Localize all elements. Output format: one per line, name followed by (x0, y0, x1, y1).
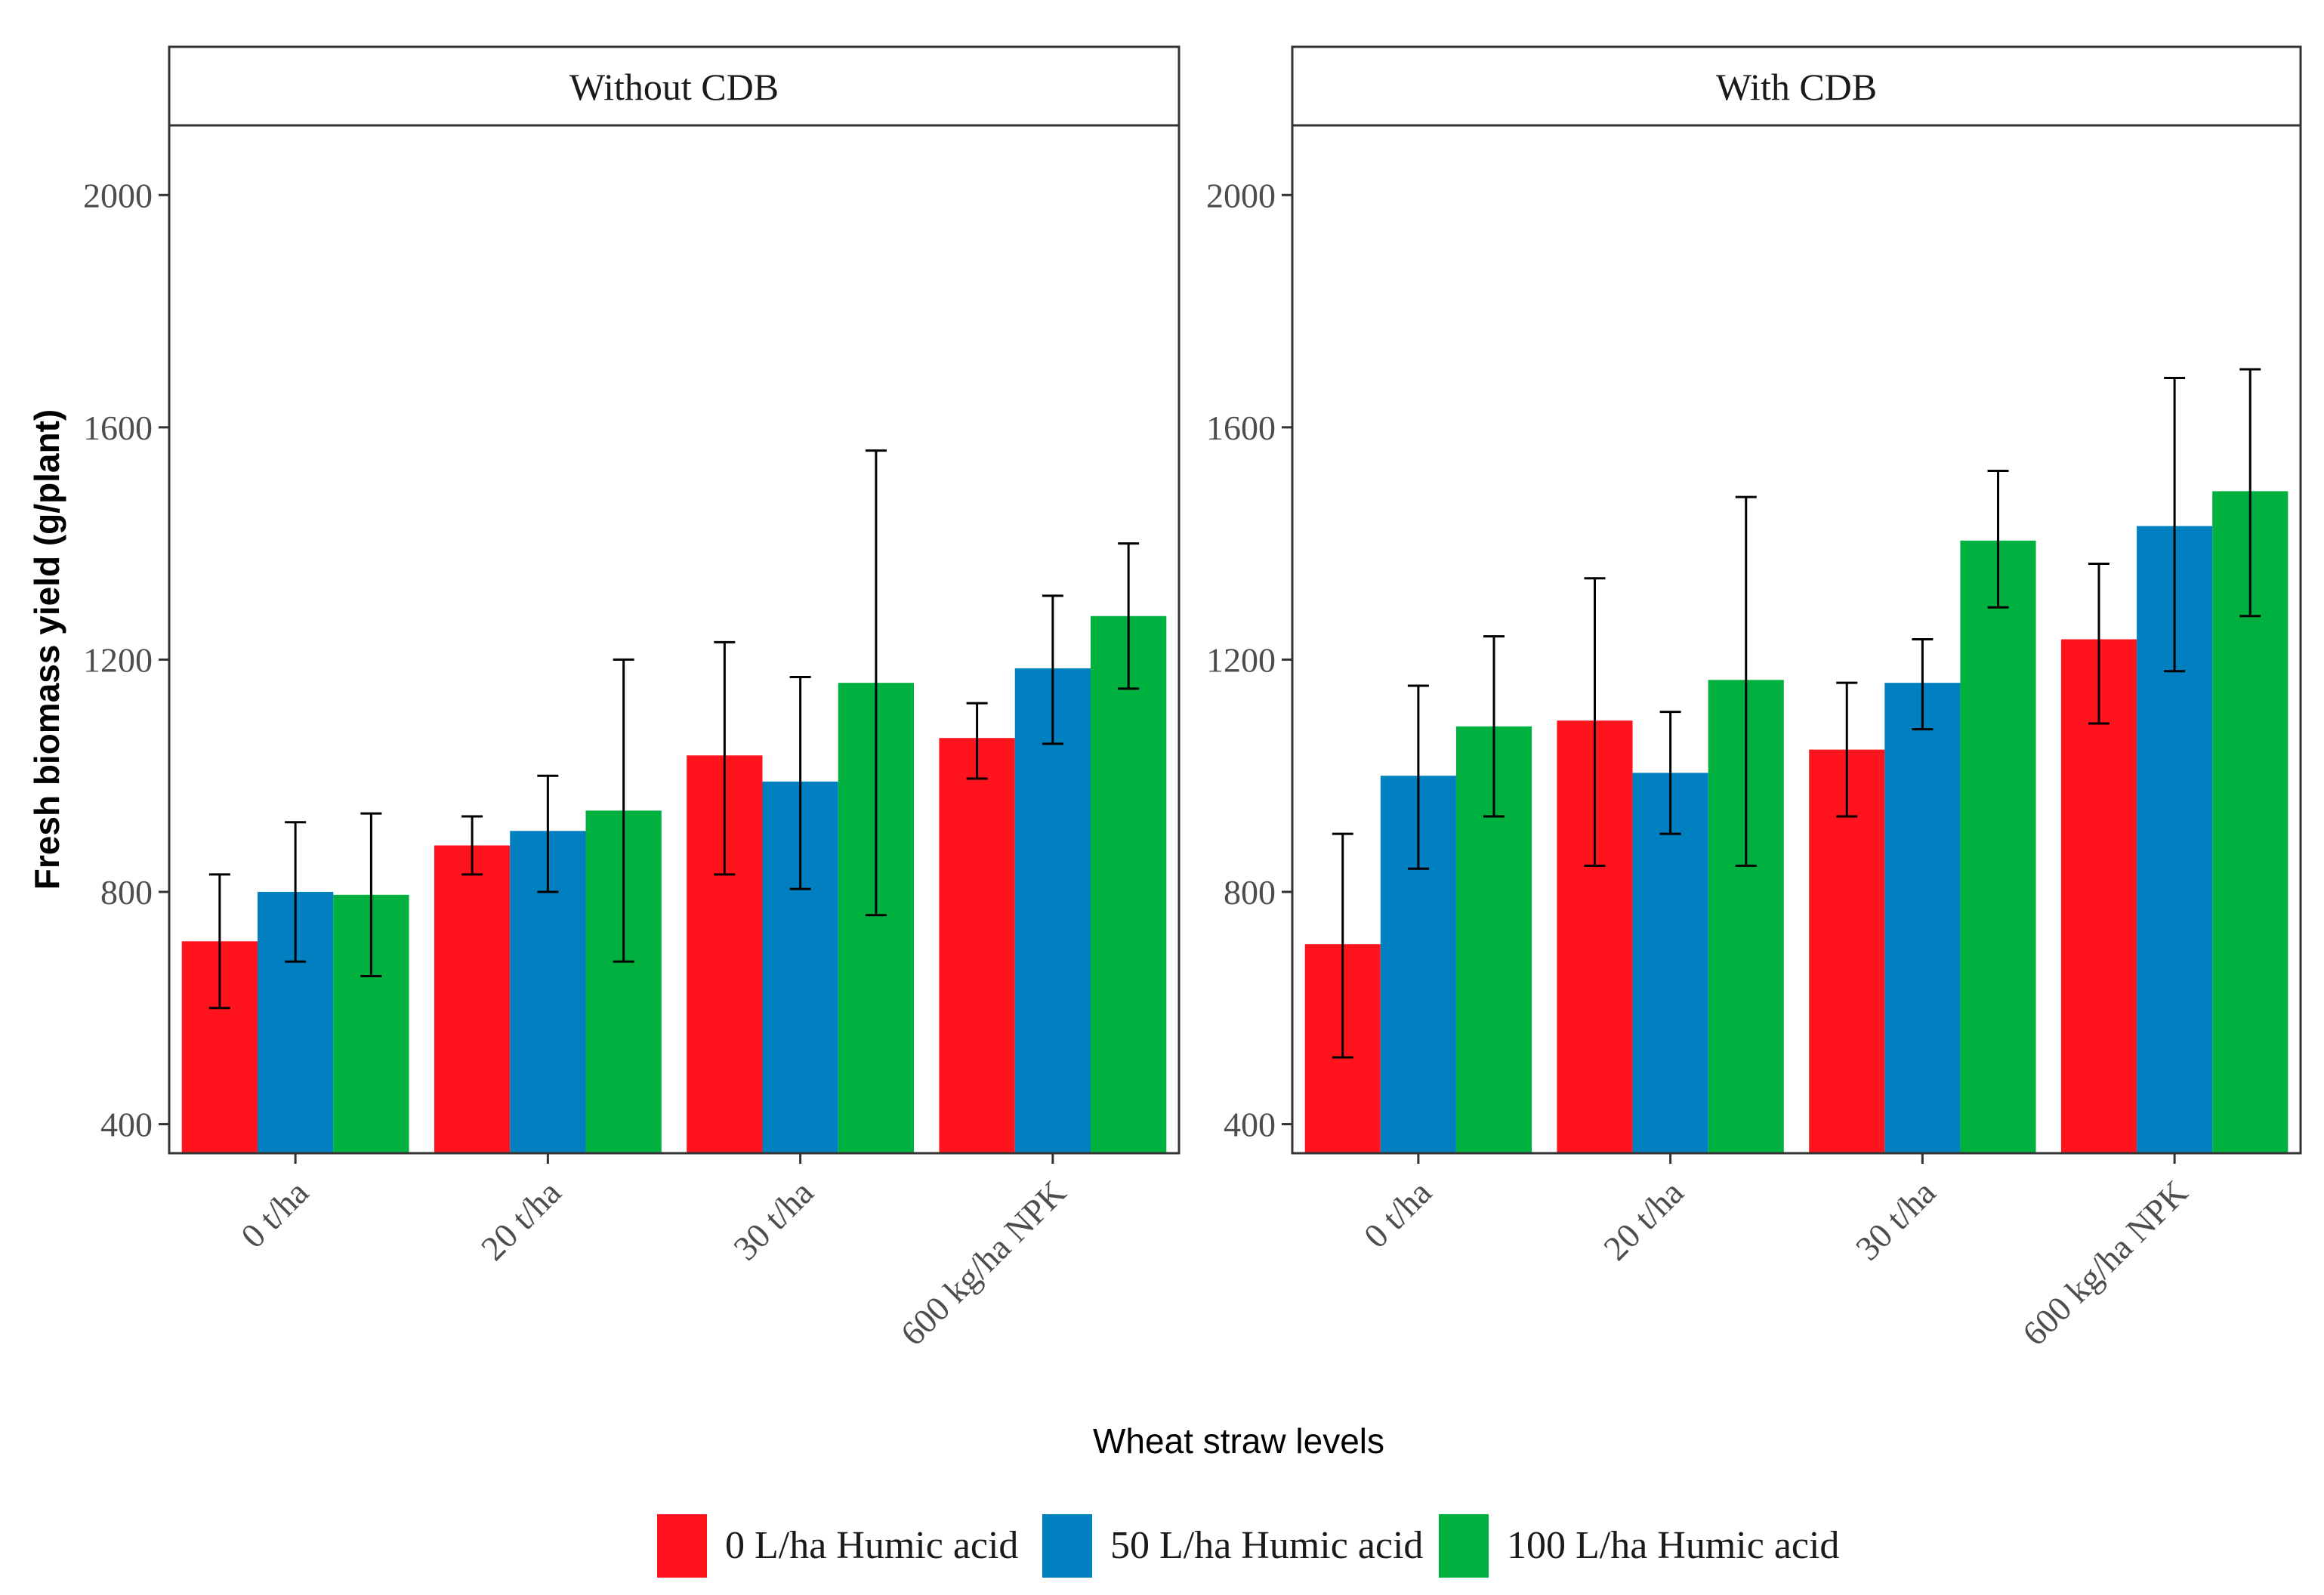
y-axis-title: Fresh biomass yield (g/plant) (27, 409, 66, 890)
bar (434, 845, 511, 1153)
bar (1884, 683, 1961, 1153)
bar (1960, 540, 2036, 1153)
y-tick-label: 1600 (1206, 409, 1276, 447)
legend-item: 0 L/ha Humic acid (657, 1514, 1018, 1578)
x-axis-title: Wheat straw levels (1093, 1421, 1384, 1461)
legend-item: 50 L/ha Humic acid (1042, 1514, 1423, 1578)
x-tick-label: 600 kg/ha NPK (893, 1173, 1072, 1353)
y-tick-label: 2000 (1206, 176, 1276, 214)
x-tick-label: 0 t/ha (1356, 1173, 1439, 1255)
x-tick-label: 20 t/ha (1596, 1173, 1691, 1268)
facet-panel-1: 0 t/ha 20 t/ha 30 t/ha 600 kg/ha NPK With CD… (1206, 45, 2302, 1353)
facet-strip-label: With CDB (1716, 66, 1877, 108)
x-tick-label: 20 t/ha (474, 1173, 569, 1268)
legend: 0 L/ha Humic acid 50 L/ha Humic acid 100 L… (657, 1514, 1839, 1578)
y-tick-label: 1600 (83, 409, 153, 447)
legend-label: 100 L/ha Humic acid (1507, 1524, 1839, 1567)
x-tick-label: 600 kg/ha NPK (2015, 1173, 2195, 1353)
legend-label: 50 L/ha Humic acid (1110, 1524, 1423, 1567)
y-tick-label: 2000 (83, 176, 153, 214)
bar (2060, 639, 2137, 1153)
legend-key (1042, 1514, 1092, 1578)
y-tick-label: 800 (1224, 873, 1276, 912)
facet-strip-label: Without CDB (569, 66, 779, 108)
x-tick-label: 30 t/ha (1848, 1173, 1943, 1268)
y-tick-label: 400 (100, 1106, 153, 1144)
legend-key (1439, 1514, 1489, 1578)
bar (1091, 615, 1167, 1153)
panel-border (168, 45, 1181, 1155)
legend-label: 0 L/ha Humic acid (725, 1524, 1018, 1567)
panel-border (1291, 45, 2302, 1155)
bar (1632, 773, 1708, 1153)
facet-panels: 0 t/ha 20 t/ha 30 t/ha 600 kg/ha NPK Without… (83, 45, 2302, 1353)
y-tick-label: 1200 (1206, 640, 1276, 679)
x-tick-label: 30 t/ha (726, 1173, 821, 1268)
y-tick-label: 400 (1224, 1106, 1276, 1144)
x-tick-label: 0 t/ha (233, 1173, 316, 1255)
bar (1014, 668, 1091, 1153)
legend-item: 100 L/ha Humic acid (1439, 1514, 1839, 1578)
y-tick-label: 800 (100, 873, 153, 912)
bar (939, 738, 1015, 1153)
legend-key (657, 1514, 707, 1578)
y-tick-label: 1200 (83, 640, 153, 679)
facet-panel-0: 0 t/ha 20 t/ha 30 t/ha 600 kg/ha NPK Without… (83, 45, 1181, 1353)
